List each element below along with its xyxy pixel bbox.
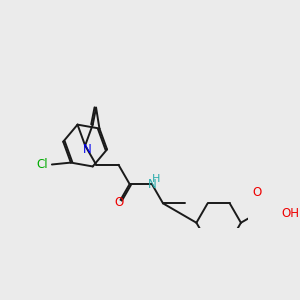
Text: O: O <box>253 186 262 199</box>
Text: N: N <box>148 178 157 191</box>
Text: Cl: Cl <box>36 158 48 171</box>
Text: O: O <box>115 196 124 208</box>
Text: OH: OH <box>281 207 299 220</box>
Text: N: N <box>82 143 91 156</box>
Text: H: H <box>152 174 160 184</box>
